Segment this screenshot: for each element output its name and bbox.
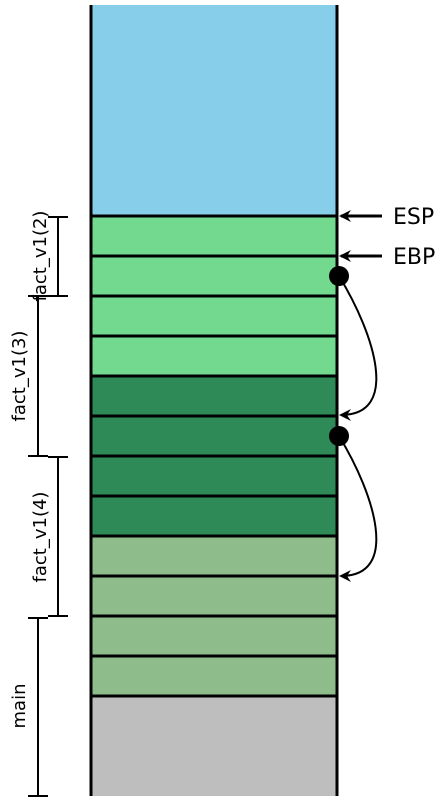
main-frame-region [91,696,337,796]
stack-cell [91,456,337,496]
saved-ebp-link-2-dot [329,426,349,446]
stack-cell [91,496,337,536]
stack-cell [91,576,337,616]
stack-cell [91,216,337,256]
cell-separators [91,214,337,698]
stack-cell [91,336,337,376]
stack-cells [91,216,337,696]
frame-label-fact-v1-2: fact_v1(2) [30,211,51,302]
stack-cell [91,296,337,336]
stack-cell [91,376,337,416]
esp-label: ESP [393,205,434,230]
frame-label-fact-v1-4: fact_v1(4) [30,492,51,583]
saved-ebp-link-1-dot [329,266,349,286]
stack-cell [91,616,337,656]
frame-bracket-fact-v1-2: fact_v1(2) [30,211,68,302]
ebp-label: EBP [393,245,435,270]
frame-bracket-fact-v1-2-line [48,216,59,297]
frame-label-fact-v1-3: fact_v1(3) [9,331,30,422]
saved-ebp-link-2 [329,426,378,582]
saved-ebp-link-2-curve [338,435,378,582]
ebp-pointer: EBP [339,245,435,270]
frame-bracket-main: main [9,617,48,797]
stack-cell [91,416,337,456]
free-stack-space [91,5,337,216]
stack-cell [91,536,337,576]
saved-ebp-link-1 [329,266,378,421]
stack-cell [91,256,337,296]
frame-bracket-fact-v1-4: fact_v1(4) [30,456,68,617]
saved-ebp-link-1-curve [338,275,378,421]
stack-cell [91,656,337,696]
frame-bracket-fact-v1-3: fact_v1(3) [9,295,48,457]
esp-pointer: ESP [339,205,434,230]
frame-label-main: main [9,684,30,729]
